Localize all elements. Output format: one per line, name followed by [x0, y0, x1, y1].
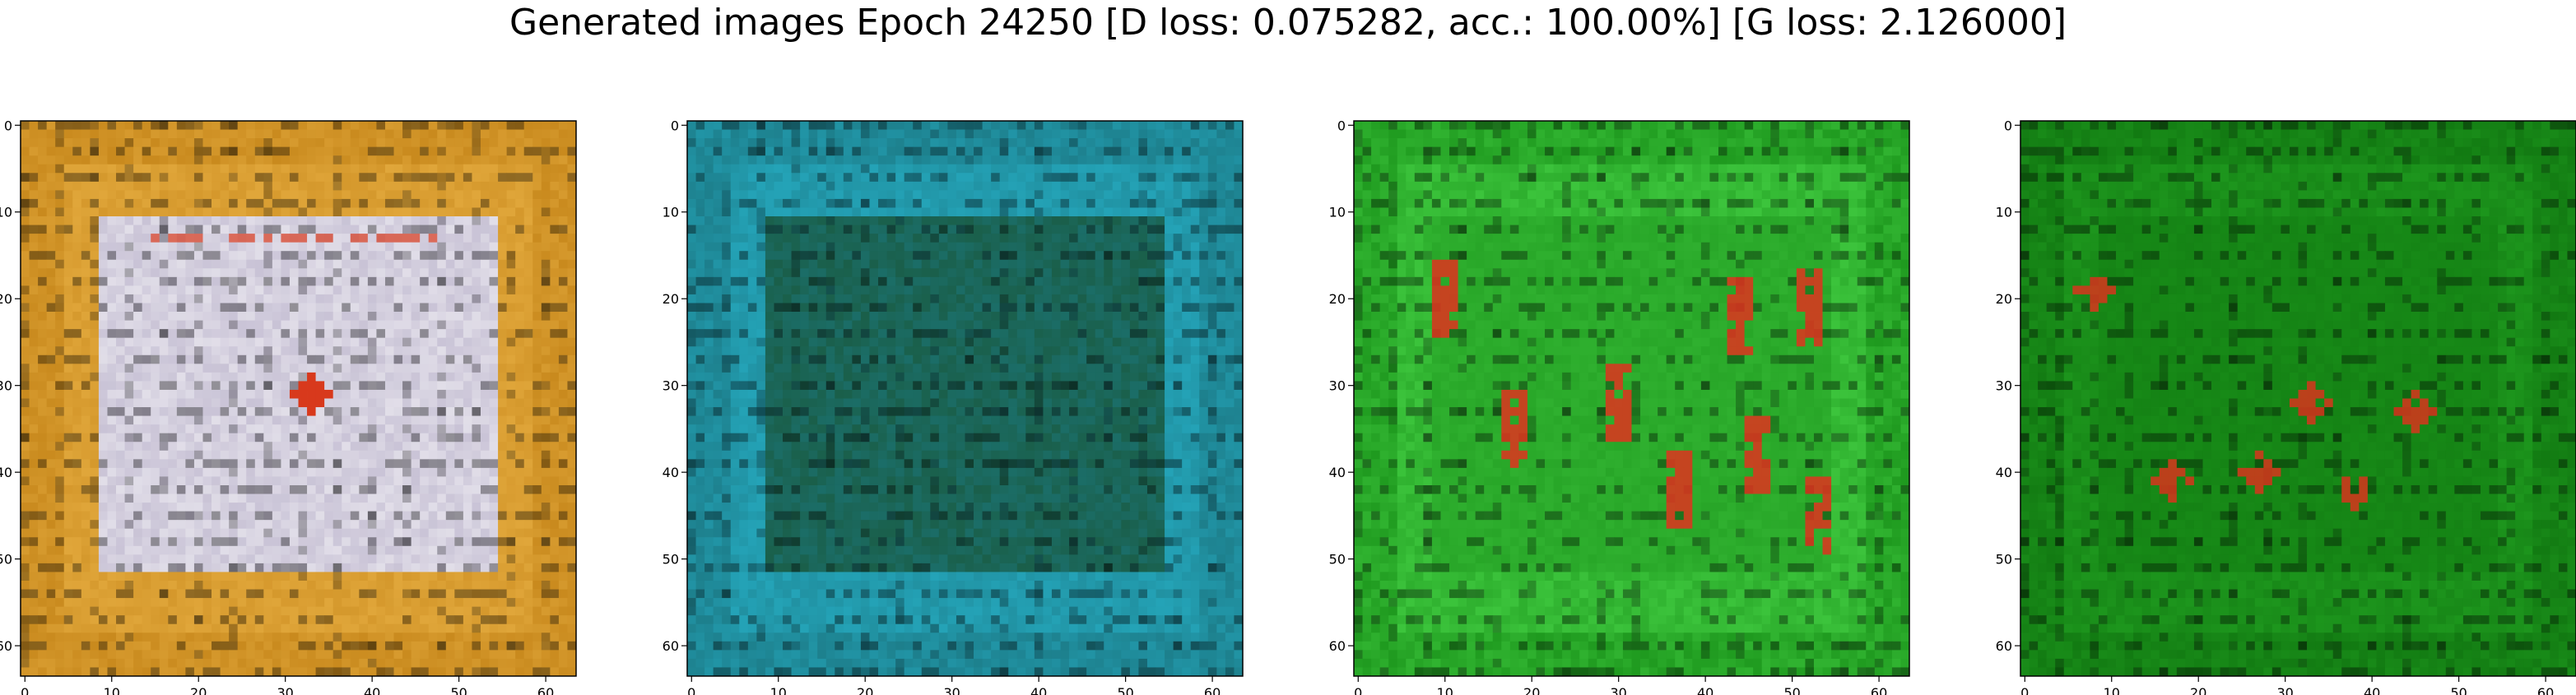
x-tick-label: 50 — [1117, 685, 1133, 695]
x-tick-label: 30 — [1611, 685, 1627, 695]
y-tick-label: 0 — [2004, 118, 2012, 133]
axes-frame — [1353, 120, 1910, 677]
x-tick-label: 20 — [2190, 685, 2206, 695]
x-tick-label: 40 — [1697, 685, 1713, 695]
generated-image-3 — [1354, 121, 1910, 677]
generated-image-4 — [2020, 121, 2576, 677]
y-tick-label: 10 — [1996, 205, 2012, 220]
generated-image-2 — [687, 121, 1244, 677]
x-tick-label: 50 — [1783, 685, 1800, 695]
x-tick-label: 50 — [450, 685, 467, 695]
figure-title: Generated images Epoch 24250 [D loss: 0.… — [509, 2, 2067, 44]
x-tick-label: 10 — [104, 685, 120, 695]
y-tick-label: 50 — [0, 552, 12, 568]
y-tick-label: 10 — [1329, 205, 1346, 220]
image-panel-1: 0 10 20 30 40 50 60 0 10 20 30 40 50 60 — [0, 118, 577, 695]
x-tick-label: 10 — [2104, 685, 2120, 695]
y-tick-label: 30 — [663, 378, 679, 394]
generated-image-1 — [21, 121, 577, 677]
axes-frame — [20, 120, 577, 677]
x-tick-label: 0 — [21, 685, 29, 695]
y-tick-label: 60 — [0, 638, 12, 654]
x-tick-label: 20 — [190, 685, 207, 695]
x-tick-label: 40 — [2364, 685, 2380, 695]
y-tick-label: 60 — [1329, 638, 1346, 654]
x-tick-label: 10 — [1437, 685, 1453, 695]
axes-frame — [686, 120, 1244, 677]
y-tick-label: 20 — [663, 291, 679, 307]
y-tick-label: 30 — [0, 378, 12, 394]
y-tick-label: 20 — [1996, 291, 2012, 307]
x-tick-label: 0 — [2020, 685, 2029, 695]
y-tick-label: 0 — [1337, 118, 1346, 133]
y-tick-label: 40 — [1996, 465, 2012, 480]
y-tick-label: 0 — [671, 118, 679, 133]
y-tick-label: 20 — [0, 291, 12, 307]
x-tick-label: 30 — [277, 685, 294, 695]
y-tick-label: 40 — [0, 465, 12, 480]
y-tick-label: 40 — [1329, 465, 1346, 480]
y-tick-label: 40 — [663, 465, 679, 480]
axes-frame — [2020, 120, 2576, 677]
x-tick-label: 60 — [1871, 685, 1887, 695]
y-tick-label: 30 — [1996, 378, 2012, 394]
x-tick-label: 30 — [944, 685, 960, 695]
image-panel-2: 0 10 20 30 40 50 60 0 10 20 30 40 50 60 — [663, 118, 1244, 695]
y-tick-label: 10 — [663, 205, 679, 220]
x-tick-label: 60 — [1204, 685, 1221, 695]
x-tick-label: 20 — [857, 685, 873, 695]
x-tick-label: 0 — [687, 685, 695, 695]
x-tick-label: 40 — [364, 685, 380, 695]
x-tick-label: 30 — [2277, 685, 2294, 695]
y-tick-label: 0 — [4, 118, 12, 133]
x-tick-label: 20 — [1523, 685, 1540, 695]
y-tick-label: 50 — [1996, 552, 2012, 568]
x-tick-label: 60 — [2537, 685, 2554, 695]
y-tick-label: 60 — [1996, 638, 2012, 654]
y-tick-label: 50 — [663, 552, 679, 568]
x-tick-label: 10 — [770, 685, 787, 695]
x-tick-label: 40 — [1030, 685, 1047, 695]
y-tick-label: 30 — [1329, 378, 1346, 394]
image-panel-4: 0 10 20 30 40 50 60 0 10 20 30 40 50 60 — [1996, 118, 2576, 695]
y-tick-label: 50 — [1329, 552, 1346, 568]
y-tick-label: 10 — [0, 205, 12, 220]
image-panel-3: 0 10 20 30 40 50 60 0 10 20 30 40 50 60 — [1329, 118, 1910, 695]
x-tick-label: 50 — [2450, 685, 2467, 695]
y-tick-label: 20 — [1329, 291, 1346, 307]
x-tick-label: 60 — [537, 685, 554, 695]
x-tick-label: 0 — [1354, 685, 1362, 695]
y-tick-label: 60 — [663, 638, 679, 654]
